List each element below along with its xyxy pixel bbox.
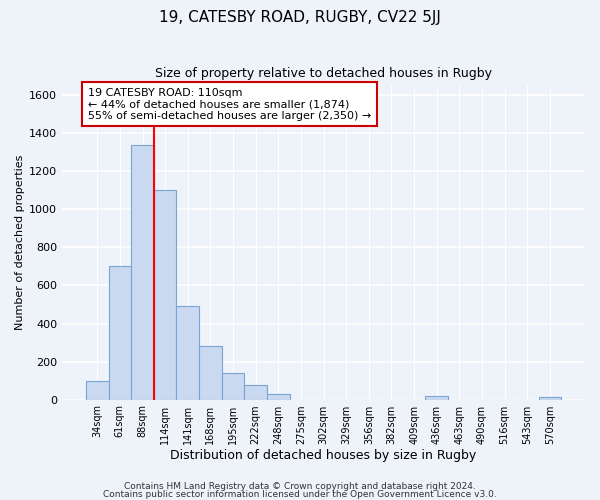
Text: 19, CATESBY ROAD, RUGBY, CV22 5JJ: 19, CATESBY ROAD, RUGBY, CV22 5JJ (159, 10, 441, 25)
Bar (86, 380, 109, 400)
Bar (267, 394, 290, 400)
X-axis label: Distribution of detached houses by size in Rugby: Distribution of detached houses by size … (170, 450, 477, 462)
Text: Contains HM Land Registry data © Crown copyright and database right 2024.: Contains HM Land Registry data © Crown c… (124, 482, 476, 491)
Bar (539, 396, 561, 400)
Bar (425, 396, 448, 400)
Text: Contains public sector information licensed under the Open Government Licence v3: Contains public sector information licen… (103, 490, 497, 499)
Bar (222, 373, 244, 400)
Text: 19 CATESBY ROAD: 110sqm
← 44% of detached houses are smaller (1,874)
55% of semi: 19 CATESBY ROAD: 110sqm ← 44% of detache… (88, 88, 371, 121)
Bar (244, 386, 267, 400)
Bar (131, 145, 154, 400)
Y-axis label: Number of detached properties: Number of detached properties (15, 155, 25, 330)
Bar (176, 306, 199, 400)
Bar (199, 346, 222, 400)
Bar (109, 266, 131, 400)
Title: Size of property relative to detached houses in Rugby: Size of property relative to detached ho… (155, 68, 492, 80)
Bar (154, 190, 176, 400)
